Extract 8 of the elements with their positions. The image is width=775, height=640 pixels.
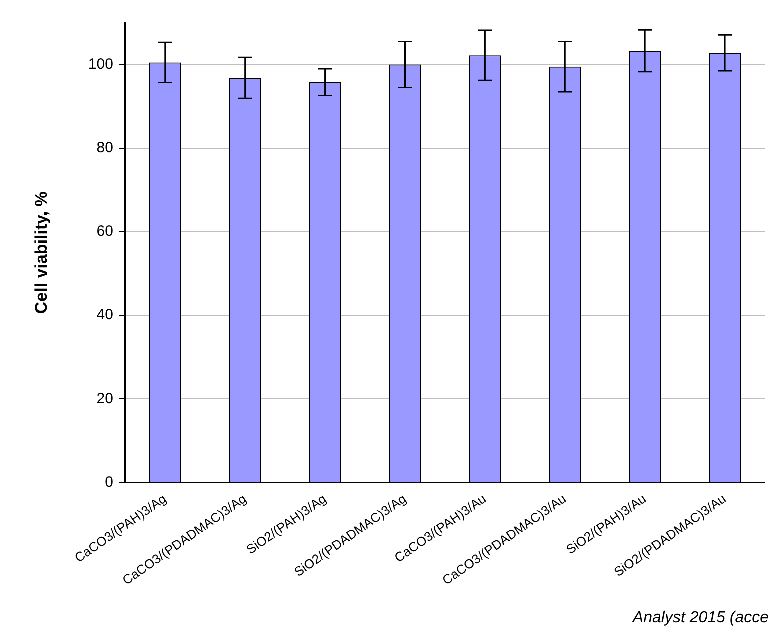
y-axis-title: Cell viability, % xyxy=(32,192,51,314)
y-tick-label: 40 xyxy=(96,306,114,324)
y-tick-label: 80 xyxy=(96,140,114,157)
y-tick-label: 60 xyxy=(96,223,114,240)
y-tick-label: 0 xyxy=(105,474,114,491)
text: Analyst 2015 (acce xyxy=(632,609,770,626)
y-tick-label: 100 xyxy=(88,56,114,73)
y-tick-label: 20 xyxy=(96,390,114,408)
